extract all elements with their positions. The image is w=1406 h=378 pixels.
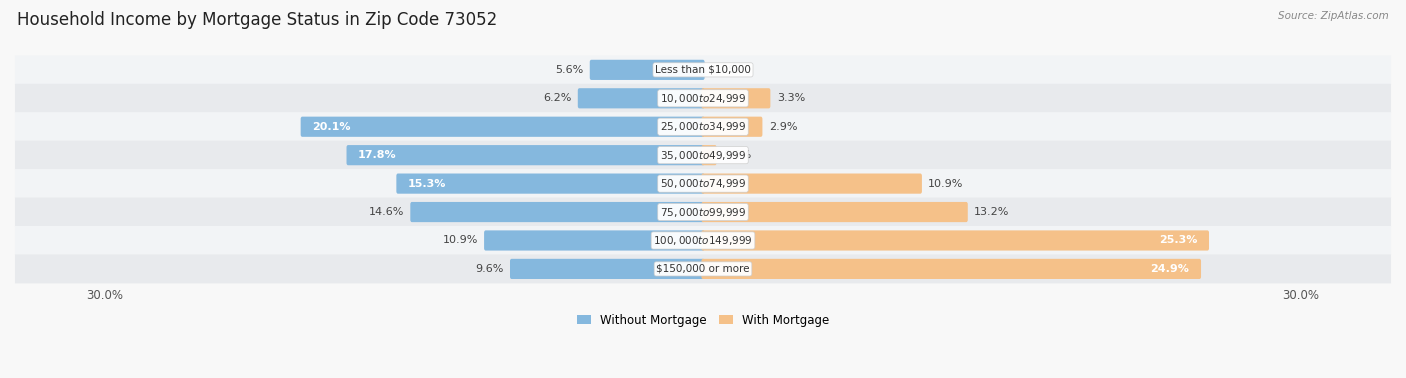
Text: $35,000 to $49,999: $35,000 to $49,999 xyxy=(659,149,747,162)
FancyBboxPatch shape xyxy=(346,145,704,165)
FancyBboxPatch shape xyxy=(15,84,1391,113)
FancyBboxPatch shape xyxy=(702,145,717,165)
FancyBboxPatch shape xyxy=(702,117,762,137)
Text: 3.3%: 3.3% xyxy=(776,93,806,103)
FancyBboxPatch shape xyxy=(301,117,704,137)
Text: Household Income by Mortgage Status in Zip Code 73052: Household Income by Mortgage Status in Z… xyxy=(17,11,498,29)
Text: 2.9%: 2.9% xyxy=(769,122,797,132)
FancyBboxPatch shape xyxy=(15,254,1391,284)
Legend: Without Mortgage, With Mortgage: Without Mortgage, With Mortgage xyxy=(572,309,834,332)
Text: 13.2%: 13.2% xyxy=(974,207,1010,217)
Text: 20.1%: 20.1% xyxy=(312,122,350,132)
FancyBboxPatch shape xyxy=(702,88,770,108)
FancyBboxPatch shape xyxy=(578,88,704,108)
Text: 10.9%: 10.9% xyxy=(928,178,963,189)
FancyBboxPatch shape xyxy=(15,169,1391,198)
FancyBboxPatch shape xyxy=(702,174,922,194)
Text: $100,000 to $149,999: $100,000 to $149,999 xyxy=(654,234,752,247)
Text: 10.9%: 10.9% xyxy=(443,235,478,245)
FancyBboxPatch shape xyxy=(15,198,1391,226)
Text: $10,000 to $24,999: $10,000 to $24,999 xyxy=(659,92,747,105)
Text: 15.3%: 15.3% xyxy=(408,178,446,189)
Text: 25.3%: 25.3% xyxy=(1159,235,1198,245)
Text: 17.8%: 17.8% xyxy=(359,150,396,160)
FancyBboxPatch shape xyxy=(15,55,1391,84)
FancyBboxPatch shape xyxy=(396,174,704,194)
Text: 0.0%: 0.0% xyxy=(711,65,740,75)
Text: 5.6%: 5.6% xyxy=(555,65,583,75)
Text: 6.2%: 6.2% xyxy=(543,93,571,103)
FancyBboxPatch shape xyxy=(484,230,704,251)
Text: $75,000 to $99,999: $75,000 to $99,999 xyxy=(659,206,747,218)
FancyBboxPatch shape xyxy=(15,112,1391,141)
Text: Less than $10,000: Less than $10,000 xyxy=(655,65,751,75)
FancyBboxPatch shape xyxy=(589,60,704,80)
Text: $25,000 to $34,999: $25,000 to $34,999 xyxy=(659,120,747,133)
FancyBboxPatch shape xyxy=(702,259,1201,279)
Text: 14.6%: 14.6% xyxy=(368,207,404,217)
Text: 24.9%: 24.9% xyxy=(1150,264,1189,274)
FancyBboxPatch shape xyxy=(411,202,704,222)
FancyBboxPatch shape xyxy=(15,141,1391,170)
FancyBboxPatch shape xyxy=(15,226,1391,255)
FancyBboxPatch shape xyxy=(702,202,967,222)
Text: 0.6%: 0.6% xyxy=(723,150,751,160)
FancyBboxPatch shape xyxy=(510,259,704,279)
Text: 9.6%: 9.6% xyxy=(475,264,503,274)
Text: Source: ZipAtlas.com: Source: ZipAtlas.com xyxy=(1278,11,1389,21)
FancyBboxPatch shape xyxy=(702,230,1209,251)
Text: $150,000 or more: $150,000 or more xyxy=(657,264,749,274)
Text: $50,000 to $74,999: $50,000 to $74,999 xyxy=(659,177,747,190)
